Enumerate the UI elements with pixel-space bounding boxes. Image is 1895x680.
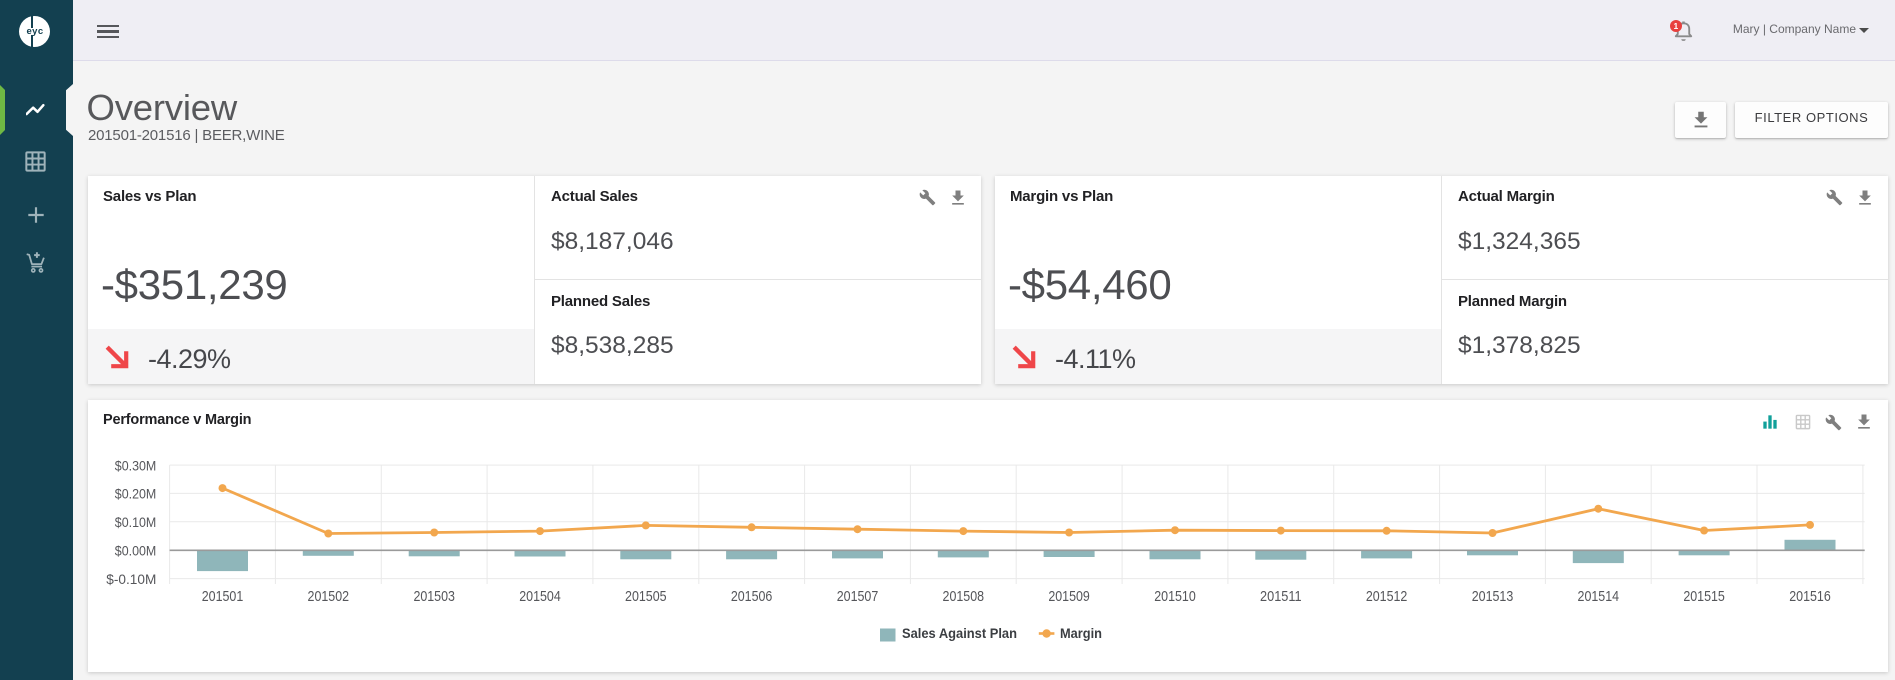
svg-text:201512: 201512: [1366, 588, 1408, 605]
svg-text:201511: 201511: [1260, 588, 1302, 605]
svg-text:201501: 201501: [202, 588, 244, 605]
svg-text:201516: 201516: [1789, 588, 1831, 605]
svg-text:201509: 201509: [1048, 588, 1090, 605]
svg-text:201513: 201513: [1472, 588, 1514, 605]
svg-text:201503: 201503: [413, 588, 455, 605]
svg-text:$0.00M: $0.00M: [115, 543, 157, 559]
svg-text:$0.10M: $0.10M: [115, 514, 157, 530]
svg-text:201508: 201508: [943, 588, 985, 605]
svg-text:201504: 201504: [519, 588, 561, 605]
svg-text:201507: 201507: [837, 588, 879, 605]
svg-text:201515: 201515: [1683, 588, 1725, 605]
svg-text:201506: 201506: [731, 588, 773, 605]
svg-text:201505: 201505: [625, 588, 667, 605]
svg-text:201502: 201502: [308, 588, 350, 605]
svg-text:201510: 201510: [1154, 588, 1196, 605]
svg-text:Margin: Margin: [1060, 626, 1102, 641]
svg-text:Sales Against Plan: Sales Against Plan: [902, 626, 1017, 641]
svg-text:$-0.10M: $-0.10M: [106, 571, 156, 587]
svg-text:201514: 201514: [1578, 588, 1620, 605]
svg-text:$0.30M: $0.30M: [115, 457, 157, 473]
svg-text:$0.20M: $0.20M: [115, 486, 157, 502]
